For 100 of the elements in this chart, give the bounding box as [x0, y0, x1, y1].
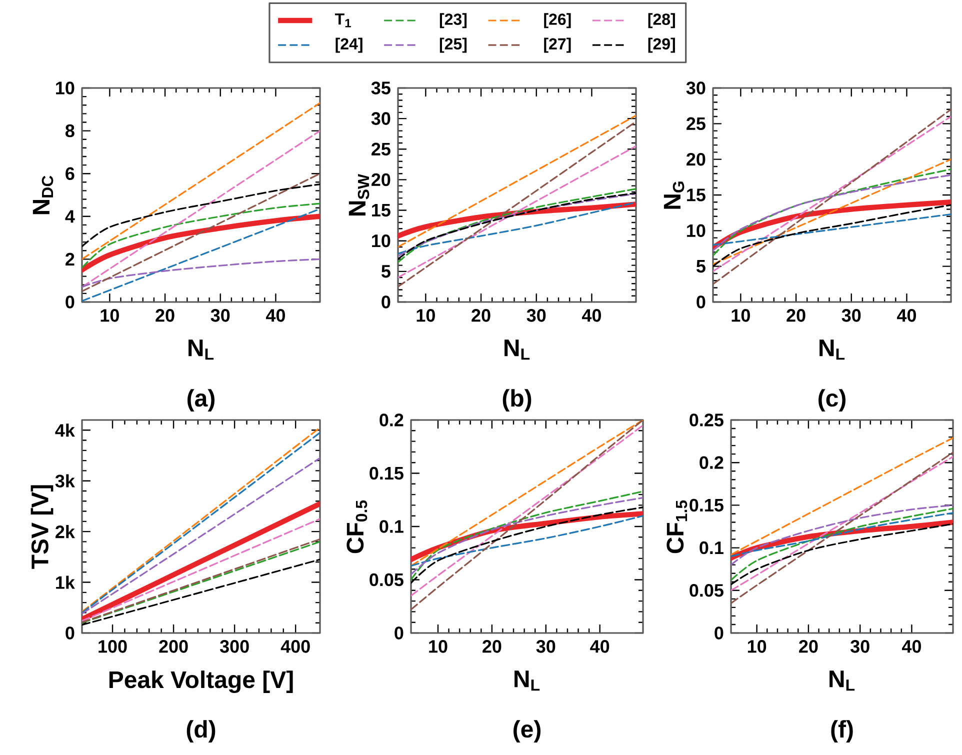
line-series	[731, 504, 954, 566]
y-tick-label: 10	[372, 234, 390, 248]
line-series	[398, 114, 636, 248]
x-tick-label: 40	[582, 309, 602, 322]
line-series	[713, 158, 951, 265]
x-tick-label: 300	[220, 640, 249, 653]
x-axis-title: N$_{L}$	[504, 340, 530, 360]
x-tick-label: 30	[842, 309, 861, 322]
text: (a)	[188, 389, 214, 412]
line-series	[398, 120, 636, 288]
y-tick-label: 3k	[55, 474, 75, 488]
x-tick-label: 100	[98, 640, 127, 653]
x-tick-label: 30	[536, 640, 556, 653]
line-series	[82, 130, 320, 288]
y-axis-title: CF$_{0.5}$	[346, 500, 368, 554]
y-axis-title: N$_{G}$	[664, 182, 684, 209]
x-tick-label: 10	[416, 309, 435, 322]
y-tick-label: 30	[686, 82, 706, 94]
y-tick-label: 2k	[56, 525, 75, 538]
line-series	[411, 420, 644, 567]
x-axis-title: N$_{L}$	[188, 340, 214, 360]
x-tick-label: 10	[748, 640, 766, 653]
x-tick-label: 30	[850, 640, 870, 653]
y-tick-label: 0	[382, 296, 390, 308]
x-tick-label: 10	[732, 309, 750, 322]
x-tick-label: 200	[159, 640, 188, 653]
x-tick-label: 30	[526, 309, 546, 322]
y-tick-label: 35	[371, 82, 390, 94]
legend-label: T$_{1}$	[335, 13, 351, 28]
legend-label: [26]	[544, 13, 571, 28]
x-axis-title: N$_{L}$	[820, 340, 845, 360]
y-tick-label: 5	[696, 260, 706, 273]
y-tick-label: 20	[372, 173, 390, 186]
legend-label: [24]	[336, 38, 362, 53]
line-series	[731, 508, 954, 581]
line-series	[82, 102, 320, 260]
y-axis-title: N$_{SW}$	[348, 174, 370, 216]
x-tick-label: 10	[100, 309, 119, 322]
line-series	[713, 213, 951, 246]
line-series	[82, 172, 320, 292]
y-tick-label: 4k	[55, 424, 75, 437]
x-tick-label: 40	[266, 309, 285, 322]
y-tick-label: 6	[66, 167, 74, 180]
x-tick-label: 30	[210, 309, 230, 322]
y-axis-title: TSV [V]	[30, 485, 54, 569]
y-tick-label: 5	[381, 265, 390, 278]
x-tick-label: 20	[472, 309, 490, 322]
line-series	[398, 202, 636, 254]
y-tick-label: 10	[56, 82, 74, 94]
legend-label: [25]	[440, 38, 467, 53]
legend-label: [28]	[648, 13, 675, 28]
y-tick-label: 15	[372, 204, 390, 217]
line-series	[82, 258, 320, 288]
y-axis-title: N$_{DC}$	[32, 176, 54, 214]
text: (b)	[502, 389, 532, 412]
x-tick-label: 40	[590, 640, 610, 653]
y-tick-label: 0.05	[370, 573, 404, 586]
text: (e)	[514, 720, 540, 742]
line-series	[398, 145, 636, 278]
line-series	[82, 202, 320, 269]
y-tick-label: 0.1	[380, 520, 404, 533]
y-tick-label: 0	[714, 626, 724, 640]
line-series	[731, 512, 954, 558]
y-tick-label: 8	[65, 124, 74, 138]
y-tick-label: 0.2	[700, 456, 724, 469]
x-tick-label: 20	[156, 309, 174, 322]
y-tick-label: 25	[372, 142, 390, 156]
y-tick-label: 0.05	[690, 584, 724, 597]
y-tick-label: 20	[686, 152, 706, 166]
line-series	[731, 437, 954, 556]
y-tick-label: 25	[686, 117, 706, 130]
x-tick-label: 400	[280, 640, 310, 653]
y-tick-label: 0.2	[380, 414, 404, 426]
y-tick-label: 0	[66, 296, 74, 308]
y-tick-label: 4	[65, 210, 75, 223]
y-tick-label: 0.15	[370, 466, 404, 480]
legend-label: [27]	[544, 38, 571, 53]
legend-label: [23]	[440, 13, 467, 28]
y-tick-label: 0	[66, 626, 74, 640]
y-tick-label: 0	[696, 296, 706, 308]
text: (d)	[186, 720, 216, 742]
y-tick-label: 15	[687, 188, 706, 202]
x-axis-title: N$_{L}$	[514, 670, 540, 691]
y-tick-label: 10	[687, 224, 706, 238]
legend-label: [29]	[648, 38, 675, 53]
y-tick-label: 0.15	[690, 498, 724, 512]
y-axis-title: CF$_{1.5}$	[666, 500, 688, 554]
y-tick-label: 30	[371, 112, 390, 125]
text: (f)	[831, 720, 853, 742]
x-axis-title: Peak Voltage [V]	[109, 670, 293, 694]
x-tick-label: 20	[786, 309, 806, 322]
x-tick-label: 40	[902, 640, 921, 653]
y-tick-label: 0	[394, 626, 404, 640]
x-axis-title: N$_{L}$	[830, 670, 855, 691]
x-tick-label: 20	[482, 640, 502, 653]
y-tick-label: 0.1	[700, 541, 724, 554]
y-tick-label: 1k	[56, 576, 75, 589]
x-tick-label: 20	[799, 640, 818, 653]
y-tick-label: 2	[66, 252, 74, 266]
x-tick-label: 40	[896, 309, 916, 322]
